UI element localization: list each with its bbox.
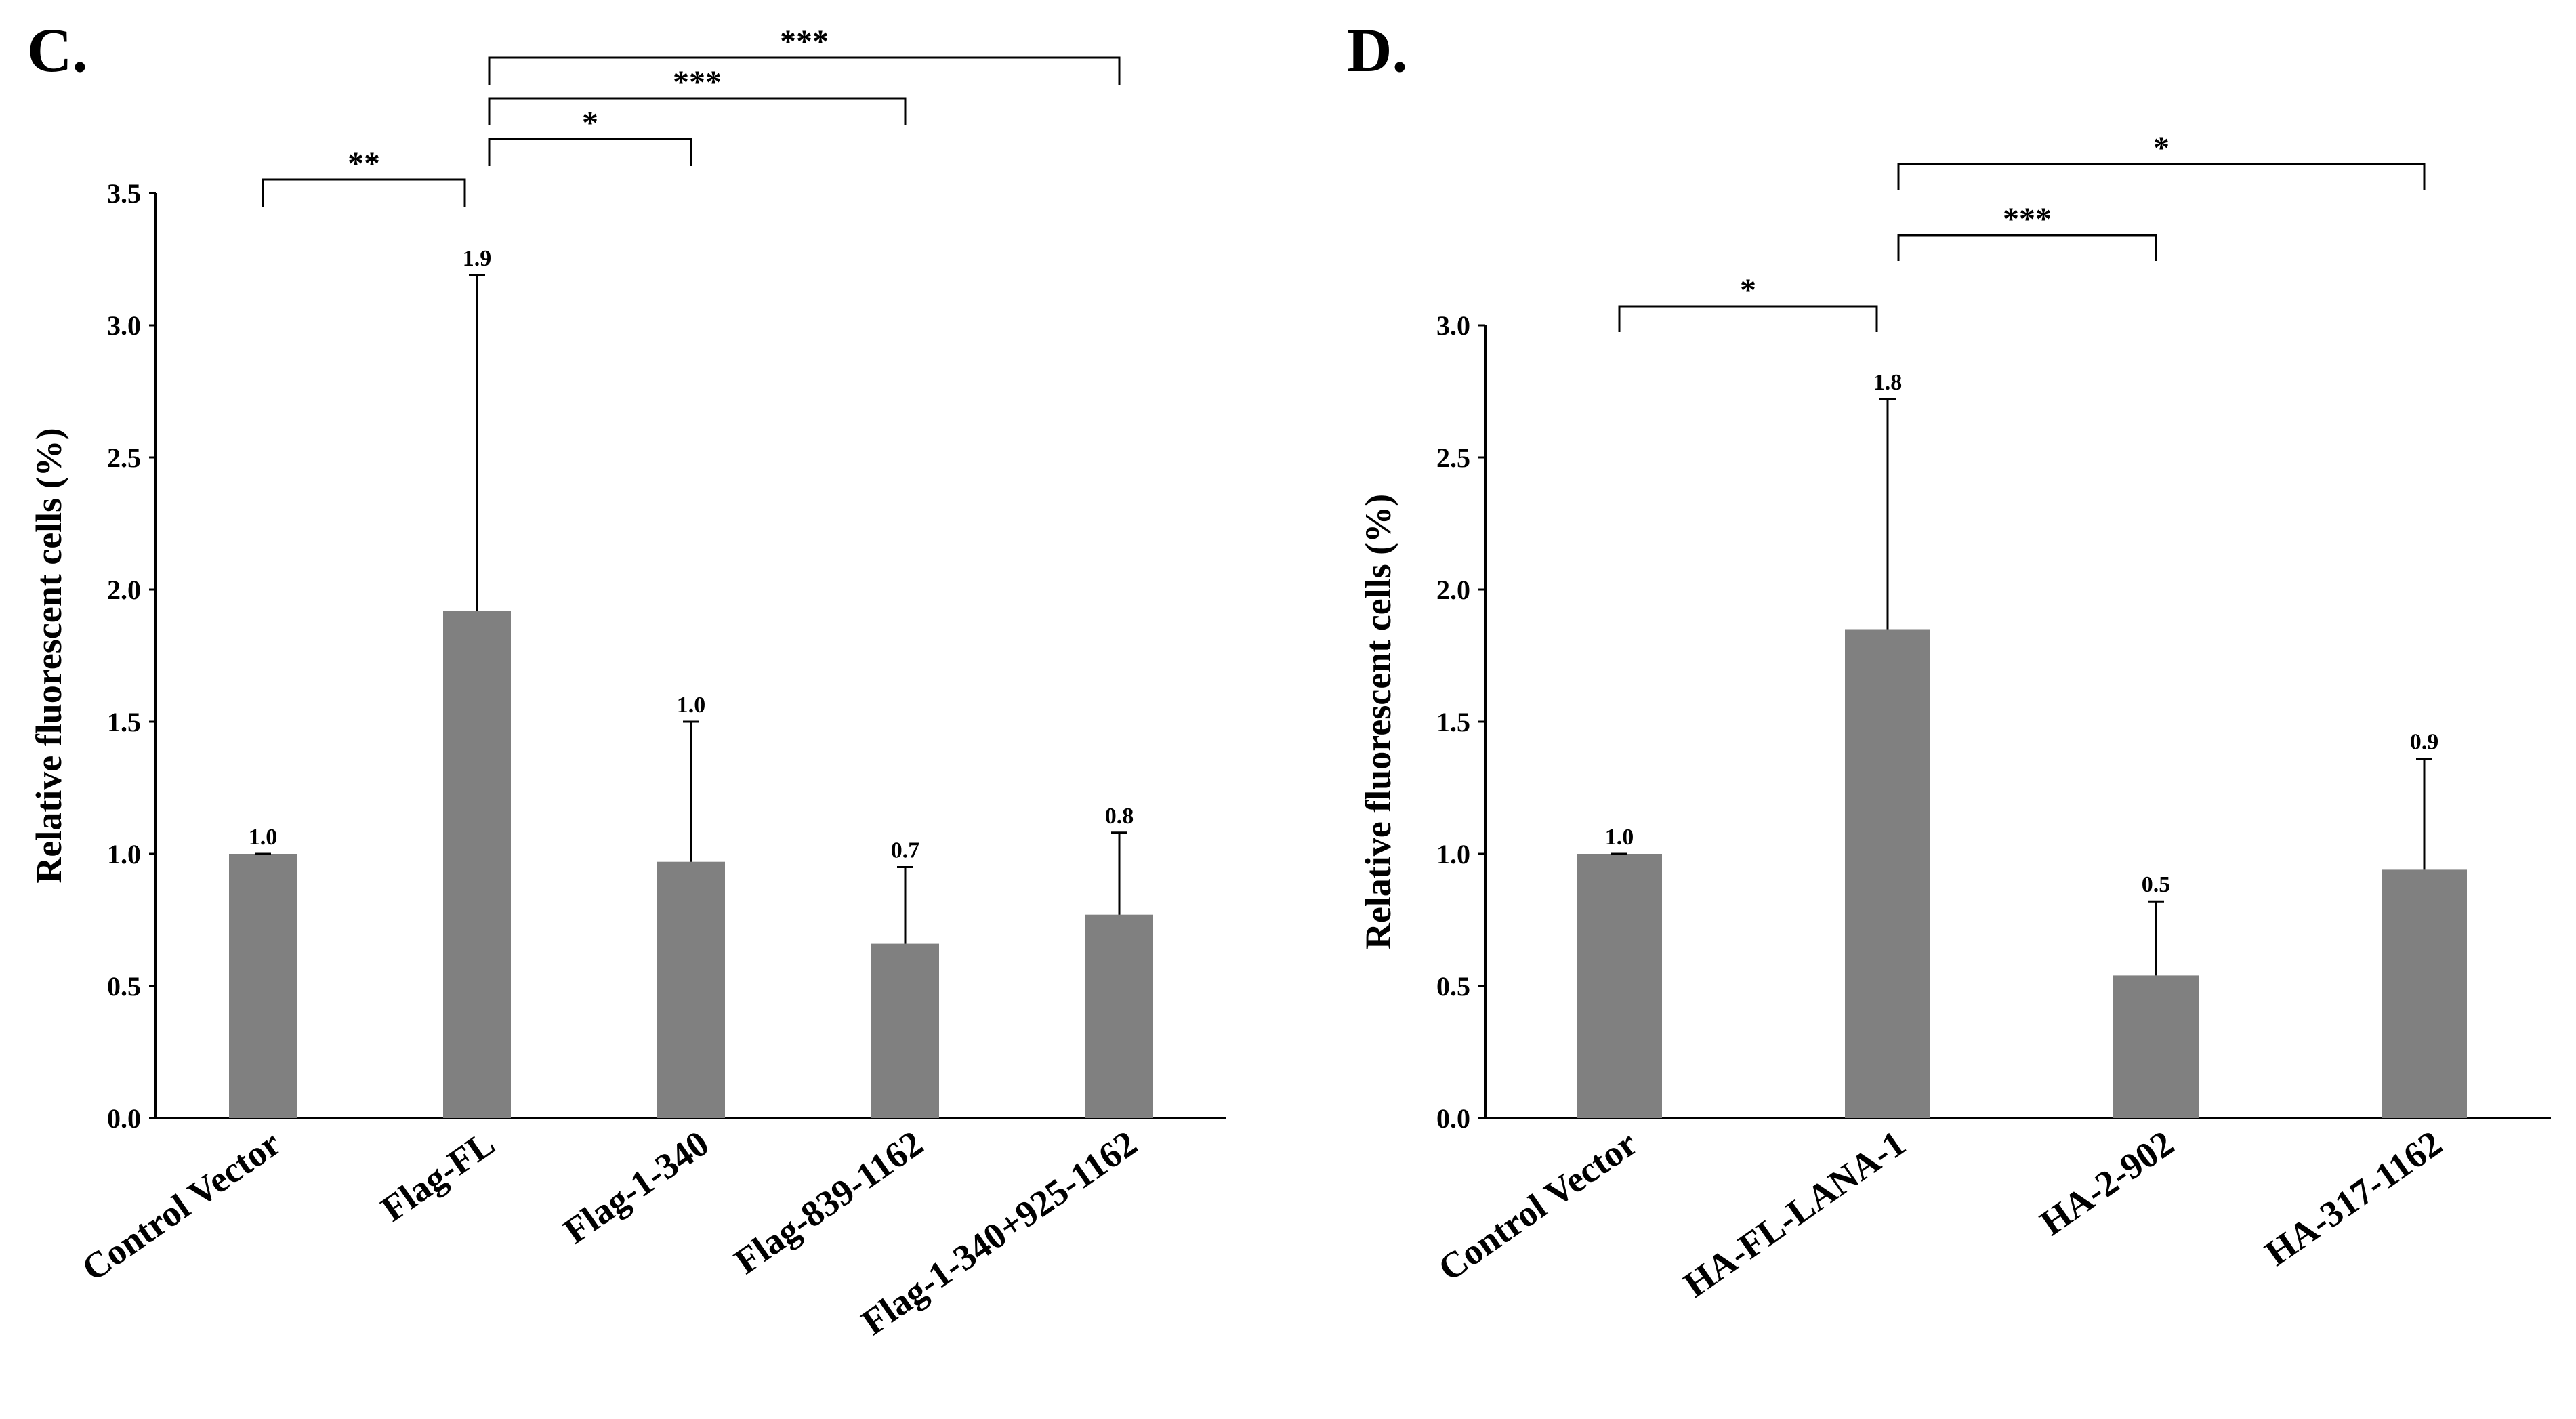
significance-label: * — [582, 105, 598, 141]
bar — [2382, 869, 2467, 1118]
significance-bracket — [488, 138, 692, 166]
data-label: 1.0 — [1605, 825, 1634, 850]
y-tick-label: 1.0 — [1436, 839, 1470, 869]
panel-c-chart: C. 0.0 0.5 1.0 1.5 2.0 2.5 3.0 3.5 Relative fluor… — [27, 16, 1226, 1343]
panel-d-chart: D. 0.0 0.5 1.0 1.5 2.0 2.5 3.0 Relative fluoresc… — [1347, 16, 2551, 1305]
data-label: 0.5 — [2142, 872, 2171, 897]
y-tick-label: 2.0 — [107, 575, 141, 605]
bar — [2113, 975, 2199, 1118]
y-tick-label: 0.5 — [1436, 971, 1470, 1002]
y-tick-label: 2.5 — [1436, 443, 1470, 473]
y-tick-label: 1.5 — [107, 707, 141, 737]
data-label: 1.0 — [677, 693, 706, 718]
y-tick-label: 3.5 — [107, 178, 141, 209]
data-label: 0.8 — [1105, 804, 1134, 829]
significance-bracket — [488, 97, 907, 125]
panel-letter: D. — [1347, 16, 1407, 85]
x-tick-label: Control Vector — [1431, 1123, 1644, 1290]
bar — [657, 861, 725, 1118]
y-tick-label: 3.0 — [107, 310, 141, 341]
significance-label: * — [2153, 130, 2169, 166]
data-label: 1.9 — [463, 246, 492, 271]
bar — [443, 611, 511, 1118]
significance-bracket — [1897, 234, 2157, 261]
y-tick-label: 3.0 — [1436, 310, 1470, 341]
data-label: 1.0 — [249, 825, 278, 850]
significance-bracket — [488, 56, 1121, 85]
data-label: 1.8 — [1873, 370, 1903, 395]
x-tick-label: Control Vector — [75, 1123, 288, 1290]
significance-label: * — [1740, 272, 1756, 308]
panel-letter: C. — [27, 16, 87, 85]
bar — [1577, 854, 1662, 1118]
data-label: 0.7 — [891, 838, 920, 863]
y-axis-label: Relative fluorescent cells (%) — [1358, 494, 1398, 949]
significance-label: ** — [348, 146, 380, 182]
y-tick-label: 0.5 — [107, 971, 141, 1002]
x-tick-label: Flag-839-1162 — [727, 1123, 930, 1282]
significance-label: *** — [673, 64, 722, 100]
bar — [1085, 914, 1153, 1118]
significance-label: *** — [2003, 201, 2052, 237]
x-tick-label: Flag-FL — [374, 1123, 502, 1230]
significance-bracket — [262, 178, 466, 207]
y-tick-label: 2.5 — [107, 443, 141, 473]
bar — [871, 943, 939, 1118]
y-tick-label: 1.5 — [1436, 707, 1470, 737]
y-axis-label: Relative fluorescent cells (%) — [28, 428, 69, 883]
y-tick-label: 0.0 — [107, 1103, 141, 1134]
x-tick-label: Flag-1-340 — [556, 1123, 716, 1252]
y-tick-label: 0.0 — [1436, 1103, 1470, 1134]
x-tick-label: HA-317-1162 — [2258, 1123, 2449, 1274]
x-tick-label: HA-FL-LANA-1 — [1676, 1123, 1913, 1305]
bar — [229, 854, 297, 1118]
data-label: 0.9 — [2410, 730, 2439, 755]
significance-bracket — [1897, 163, 2426, 190]
significance-bracket — [1618, 305, 1878, 332]
y-tick-label: 1.0 — [107, 839, 141, 869]
y-tick-label: 2.0 — [1436, 575, 1470, 605]
significance-label: *** — [780, 24, 829, 60]
bar — [1845, 629, 1930, 1118]
x-tick-label: HA-2-902 — [2033, 1123, 2181, 1243]
